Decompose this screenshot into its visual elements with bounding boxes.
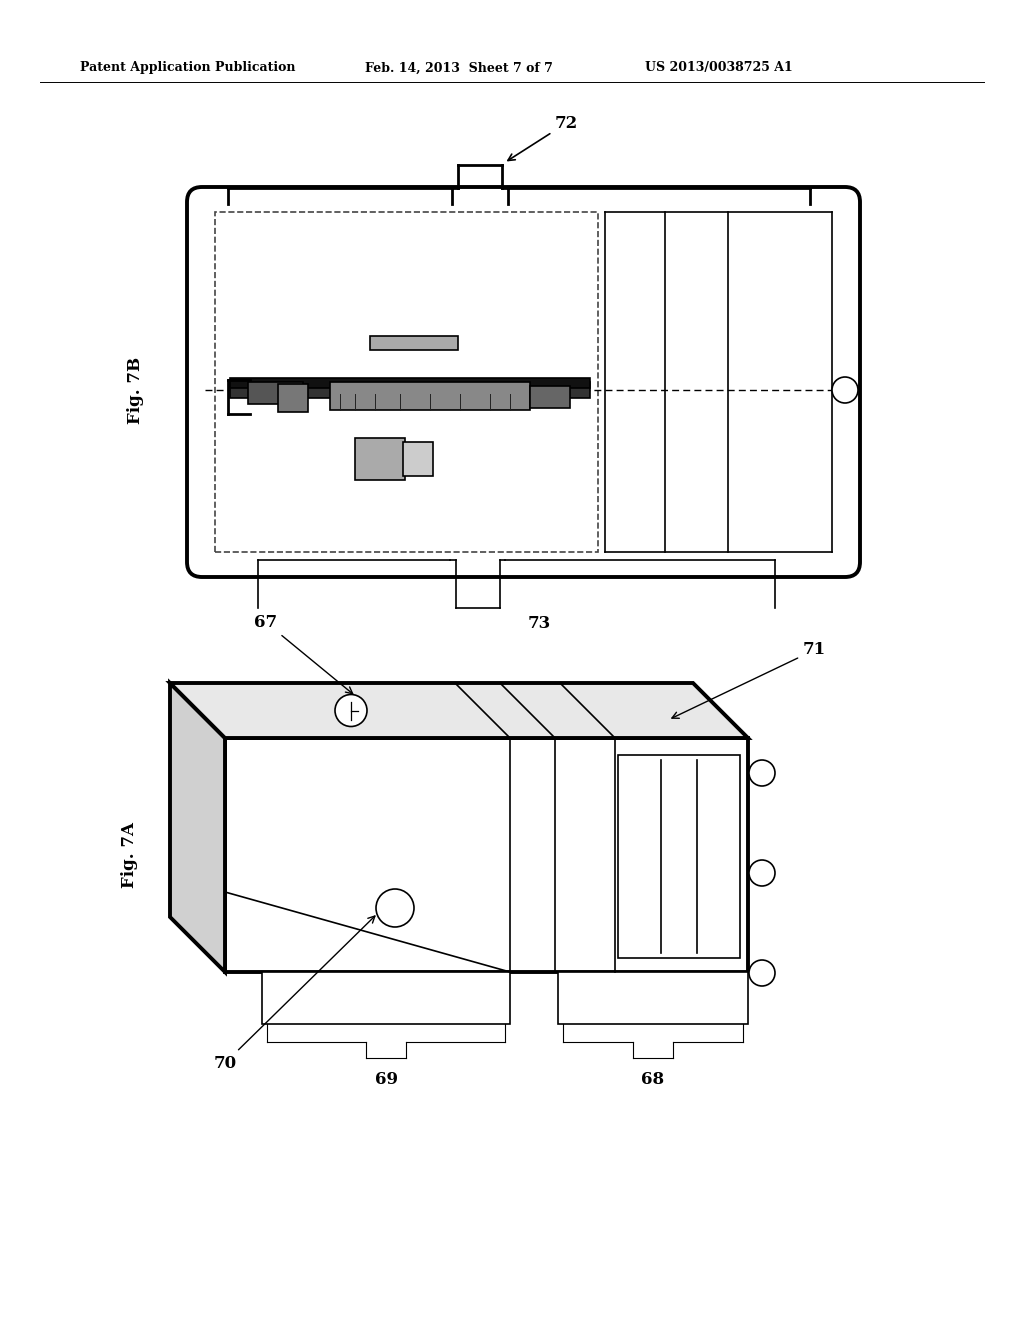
- Circle shape: [335, 694, 367, 726]
- Bar: [618, 755, 740, 958]
- Bar: [370, 337, 458, 350]
- Circle shape: [376, 888, 414, 927]
- Text: Fig. 7A: Fig. 7A: [122, 822, 138, 888]
- Text: 71: 71: [672, 642, 826, 718]
- Text: 72: 72: [508, 115, 579, 161]
- Text: 73: 73: [527, 615, 551, 632]
- Text: US 2013/0038725 A1: US 2013/0038725 A1: [645, 62, 793, 74]
- Text: Patent Application Publication: Patent Application Publication: [80, 62, 296, 74]
- Text: 69: 69: [375, 1072, 397, 1089]
- FancyBboxPatch shape: [187, 187, 860, 577]
- Bar: [278, 384, 308, 412]
- Polygon shape: [225, 738, 748, 972]
- Circle shape: [749, 960, 775, 986]
- Bar: [230, 381, 590, 399]
- Bar: [262, 972, 510, 1024]
- Polygon shape: [170, 682, 225, 972]
- Bar: [355, 438, 406, 480]
- Bar: [558, 972, 748, 1024]
- Text: 67: 67: [254, 614, 352, 694]
- Circle shape: [749, 760, 775, 785]
- Text: Feb. 14, 2013  Sheet 7 of 7: Feb. 14, 2013 Sheet 7 of 7: [365, 62, 553, 74]
- Bar: [403, 442, 433, 477]
- Bar: [248, 381, 303, 404]
- Circle shape: [749, 861, 775, 886]
- Bar: [330, 381, 530, 411]
- Text: 68: 68: [641, 1072, 665, 1089]
- Circle shape: [831, 378, 858, 403]
- Bar: [530, 385, 570, 408]
- Bar: [230, 378, 590, 388]
- Text: 70: 70: [213, 916, 375, 1072]
- Polygon shape: [170, 682, 748, 738]
- Text: Fig. 7B: Fig. 7B: [127, 356, 143, 424]
